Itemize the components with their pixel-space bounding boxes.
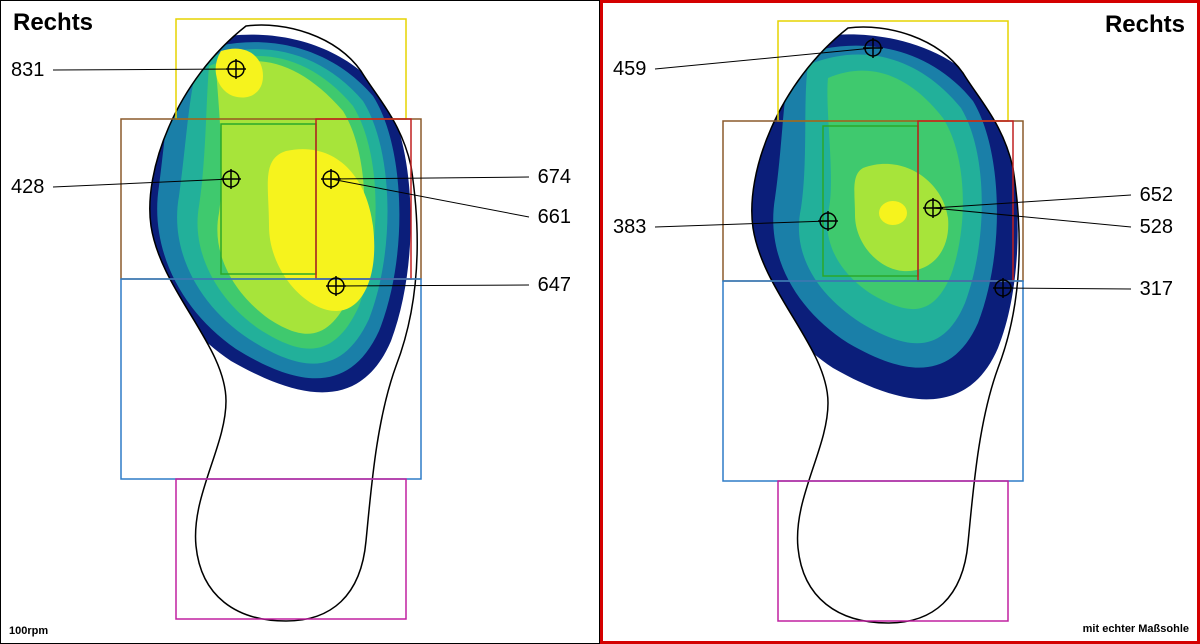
pressure-value-0: 459: [613, 58, 646, 80]
footer-right: mit echter Maßsohle: [1083, 623, 1189, 635]
footer-left: 100rpm: [9, 625, 48, 637]
pressure-value-2: 674: [538, 166, 571, 188]
pressure-value-1: 383: [613, 216, 646, 238]
pressure-comparison-canvas: Rechts 831428674661647: [0, 0, 1200, 644]
pressure-value-0: 831: [11, 59, 44, 81]
zone-heel: [778, 481, 1008, 621]
pressure-value-3: 528: [1140, 216, 1173, 238]
pressure-value-4: 317: [1140, 278, 1173, 300]
pressure-value-4: 647: [538, 274, 571, 296]
panel-right-svg: 459 383 652 528 317: [603, 3, 1200, 644]
pressure-value-3: 661: [538, 206, 571, 228]
heatmap-right: [741, 34, 1017, 399]
heatmap-left: [139, 35, 410, 393]
panel-left-svg: 831 428 674 661 647: [1, 1, 601, 644]
leader-4: [1003, 288, 1131, 289]
pressure-value-1: 428: [11, 176, 44, 198]
pressure-value-2: 652: [1140, 184, 1173, 206]
panel-right: Rechts 459383652528317 mit echter: [600, 0, 1200, 644]
zone-heel: [176, 479, 406, 619]
panel-left: Rechts 831428674661647: [0, 0, 600, 644]
